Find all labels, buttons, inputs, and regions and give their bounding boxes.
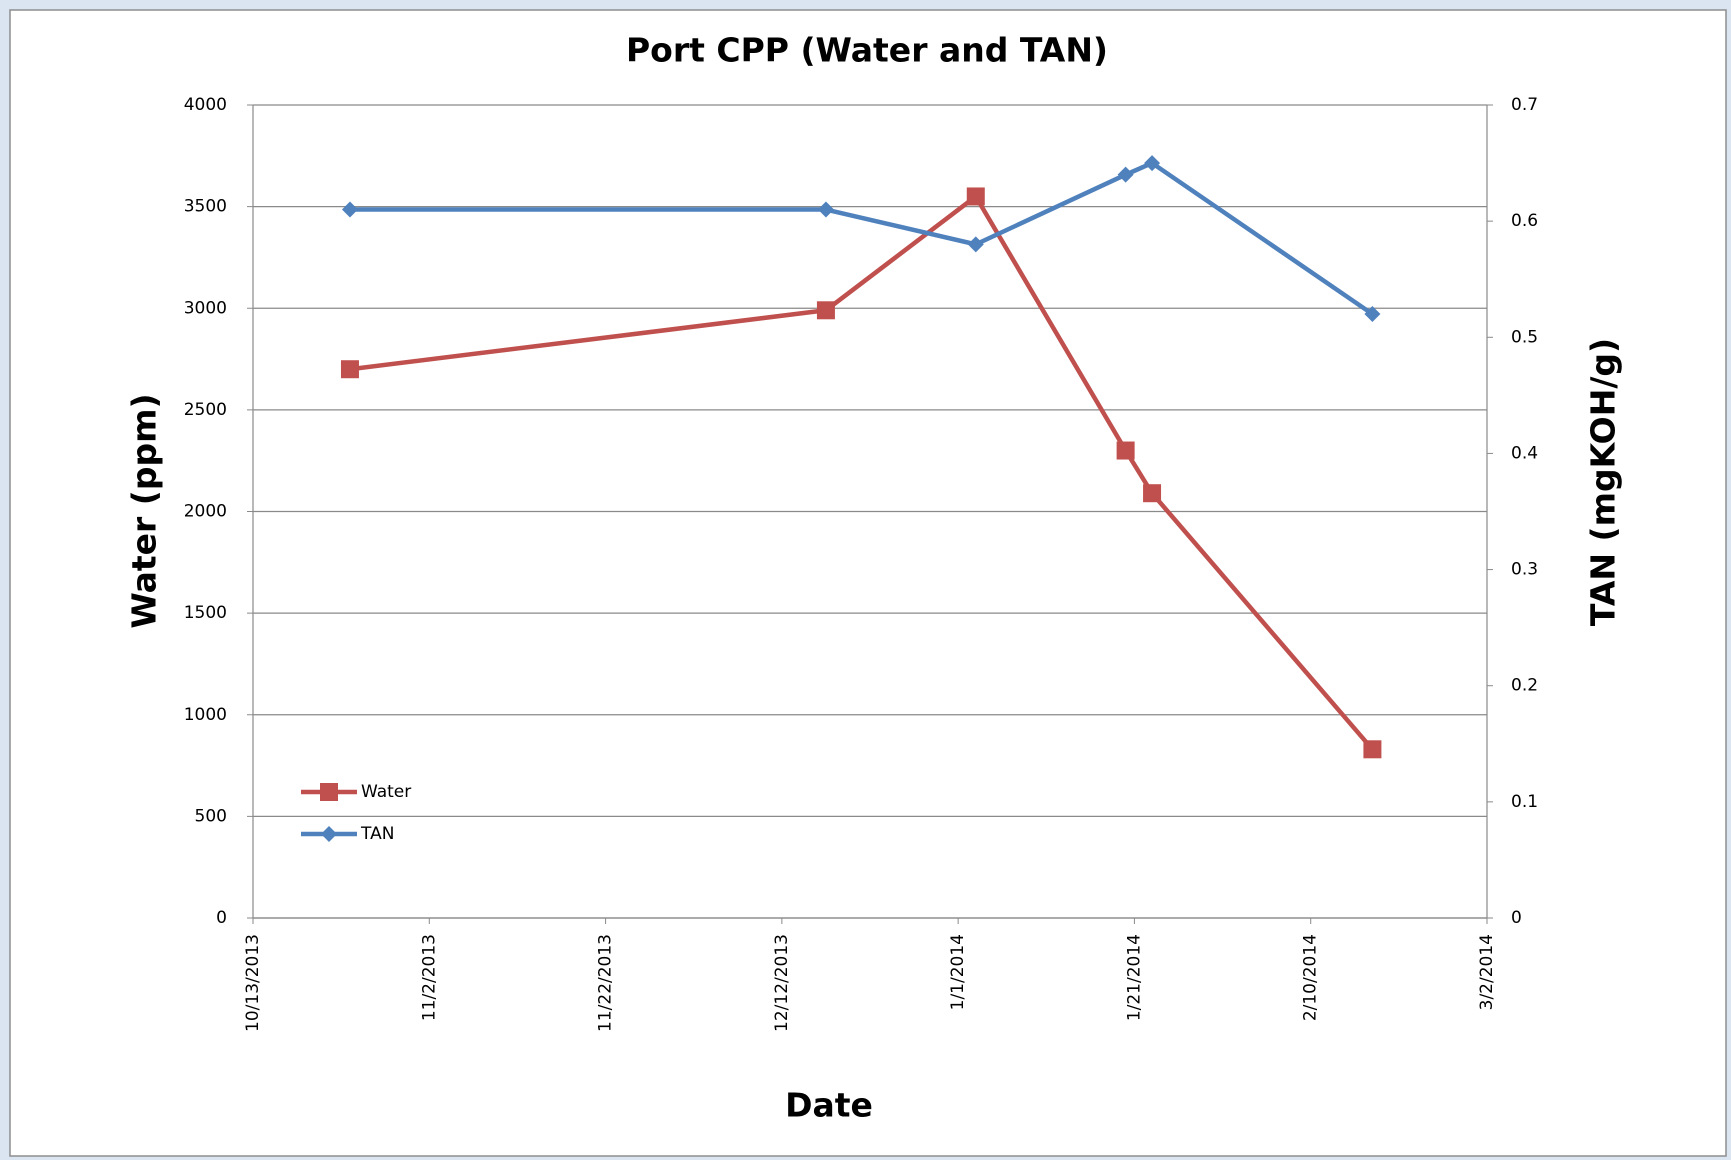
y2-tick-label: 0.6 [1511,211,1538,231]
marker [1116,441,1135,460]
x-tick-label: 12/12/2013 [772,934,792,1032]
marker [341,201,358,218]
chart-area [9,9,1727,1157]
x-tick-label: 11/2/2013 [419,934,439,1021]
marker [320,783,338,801]
y2-tick-label: 0.2 [1511,676,1538,696]
marker [1363,740,1382,759]
legend-label: TAN [360,824,394,844]
y2-tick-label: 0.4 [1511,443,1538,463]
y-axis-label: Water (ppm) [125,393,164,628]
y2-tick-label: 0.1 [1511,792,1538,812]
y-tick-label: 3000 [184,298,227,318]
x-tick-label: 1/21/2014 [1124,934,1144,1021]
y2-tick-label: 0.7 [1511,95,1538,115]
marker [340,360,359,379]
y-tick-label: 1000 [184,705,227,725]
y-tick-label: 4000 [184,95,227,115]
y-tick-label: 0 [216,908,227,928]
marker [816,301,835,320]
x-tick-label: 3/2/2014 [1477,934,1497,1010]
chart-title: Port CPP (Water and TAN) [626,31,1108,70]
y2-tick-label: 0 [1511,908,1522,928]
y-tick-label: 500 [195,806,227,826]
series-line [349,194,1375,751]
y2-axis-label: TAN (mgKOH/g) [1584,338,1623,626]
marker [1364,306,1381,323]
marker [1143,484,1162,503]
marker [817,201,834,218]
series-line [349,160,1374,316]
x-tick-label: 2/10/2014 [1301,934,1321,1021]
marker [966,187,985,206]
marker [967,236,984,253]
x-tick-label: 11/22/2013 [596,934,616,1032]
y-tick-label: 2000 [184,502,227,522]
y-tick-label: 3500 [184,197,227,217]
y2-tick-label: 0.5 [1511,327,1538,347]
marker [1117,166,1134,183]
x-tick-label: 10/13/2013 [243,934,263,1032]
y-tick-label: 2500 [184,400,227,420]
x-axis-label: Date [785,1086,873,1125]
marker [1144,155,1161,172]
x-tick-label: 1/1/2014 [948,934,968,1010]
y2-tick-label: 0.3 [1511,560,1538,580]
legend-label: Water [361,782,411,802]
y-tick-label: 1500 [184,603,227,623]
marker [321,826,337,842]
